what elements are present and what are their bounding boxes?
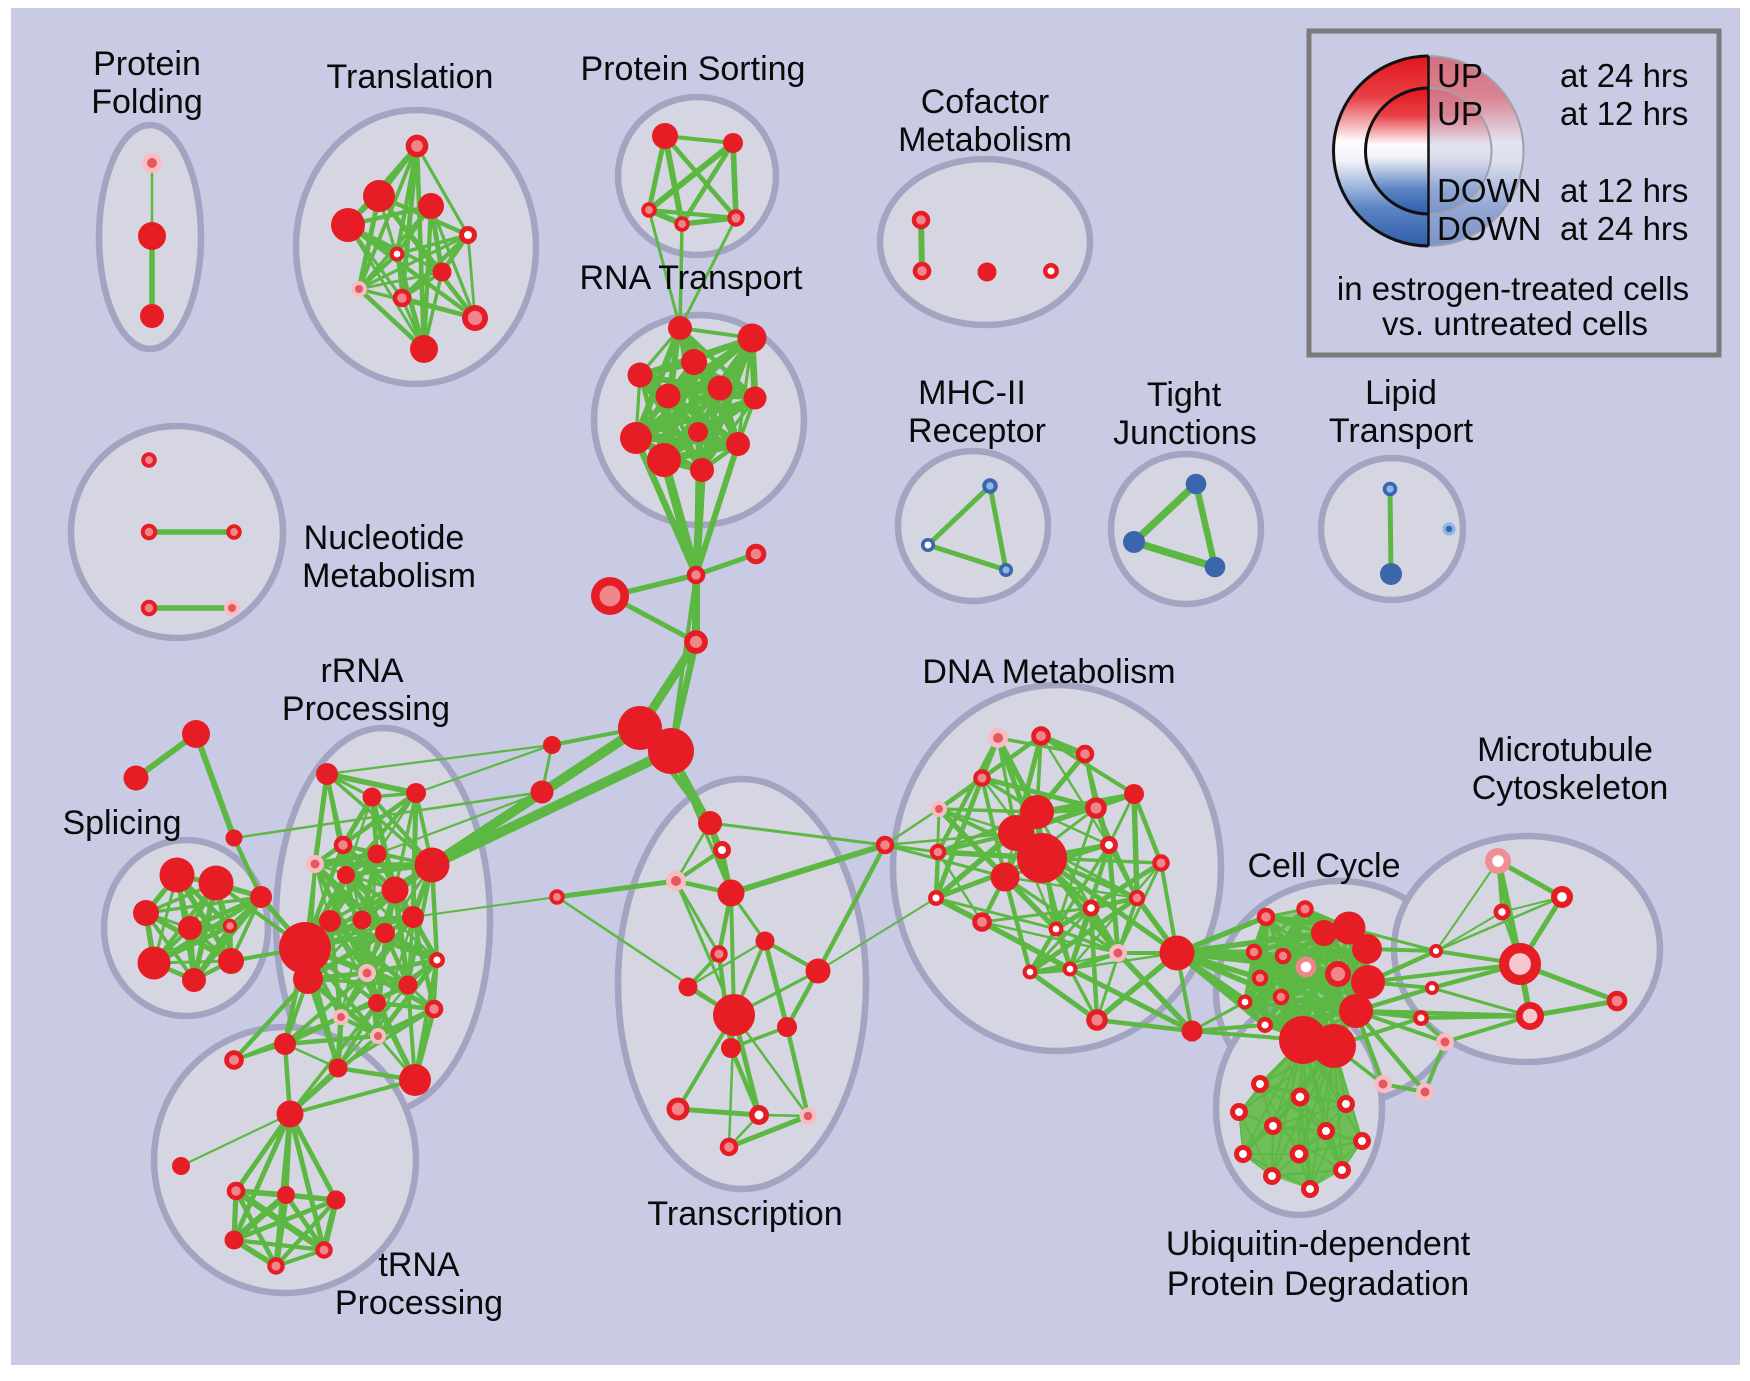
svg-text:at 24 hrs: at 24 hrs <box>1560 210 1688 247</box>
svg-text:Receptor: Receptor <box>908 412 1046 450</box>
svg-text:Lipid: Lipid <box>1365 374 1437 412</box>
svg-text:Cell Cycle: Cell Cycle <box>1247 847 1400 885</box>
svg-text:Processing: Processing <box>282 690 450 728</box>
svg-text:MHC-II: MHC-II <box>918 374 1026 412</box>
svg-text:UP: UP <box>1437 95 1483 132</box>
svg-text:at 12 hrs: at 12 hrs <box>1560 172 1688 209</box>
svg-text:in estrogen-treated cells: in estrogen-treated cells <box>1337 270 1689 307</box>
svg-text:Cofactor: Cofactor <box>921 83 1050 121</box>
svg-text:DNA Metabolism: DNA Metabolism <box>922 653 1175 691</box>
svg-text:vs. untreated cells: vs. untreated cells <box>1382 305 1648 342</box>
svg-text:Folding: Folding <box>91 83 203 121</box>
svg-text:DOWN: DOWN <box>1437 210 1541 247</box>
svg-text:Junctions: Junctions <box>1113 414 1257 452</box>
svg-text:at 12 hrs: at 12 hrs <box>1560 95 1688 132</box>
svg-text:Cytoskeleton: Cytoskeleton <box>1472 769 1669 807</box>
svg-text:RNA Transport: RNA Transport <box>580 259 804 297</box>
svg-text:Transport: Transport <box>1329 412 1474 450</box>
svg-text:UP: UP <box>1437 57 1483 94</box>
svg-text:Metabolism: Metabolism <box>302 557 476 595</box>
svg-text:Metabolism: Metabolism <box>898 121 1072 159</box>
svg-text:Tight: Tight <box>1147 376 1222 414</box>
svg-text:DOWN: DOWN <box>1437 172 1541 209</box>
svg-text:at 24 hrs: at 24 hrs <box>1560 57 1688 94</box>
svg-text:tRNA: tRNA <box>378 1246 460 1284</box>
svg-text:Transcription: Transcription <box>647 1195 842 1233</box>
svg-text:Ubiquitin-dependent: Ubiquitin-dependent <box>1166 1225 1471 1263</box>
svg-text:Nucleotide: Nucleotide <box>304 519 465 557</box>
svg-text:Splicing: Splicing <box>62 804 181 842</box>
svg-text:Protein Sorting: Protein Sorting <box>581 50 806 88</box>
svg-text:Microtubule: Microtubule <box>1477 731 1653 769</box>
svg-text:Translation: Translation <box>327 58 494 96</box>
svg-text:rRNA: rRNA <box>320 652 403 690</box>
svg-text:Protein: Protein <box>93 45 201 83</box>
svg-text:Protein Degradation: Protein Degradation <box>1167 1265 1469 1303</box>
svg-text:Processing: Processing <box>335 1284 503 1322</box>
